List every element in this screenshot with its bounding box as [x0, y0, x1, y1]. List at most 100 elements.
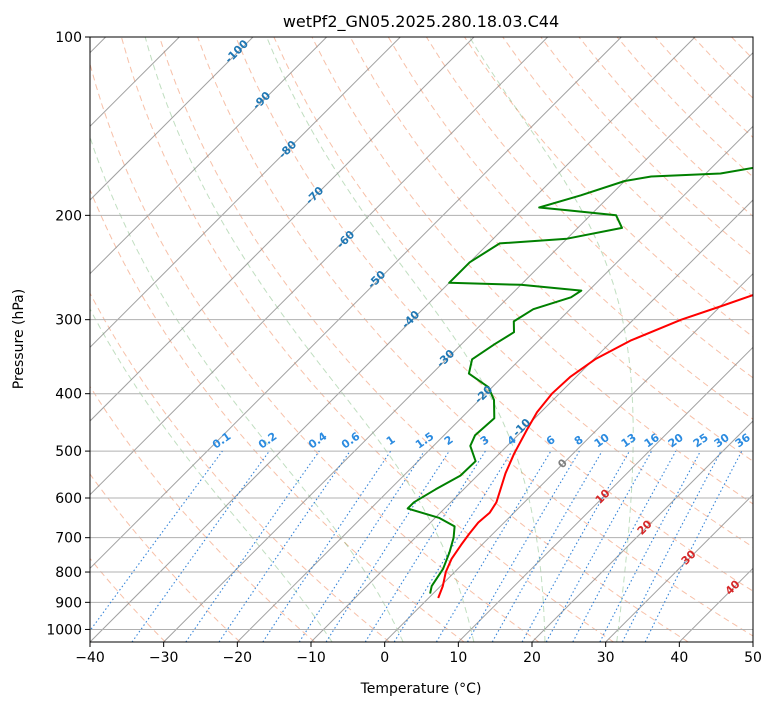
dry-adiabat-line: [90, 292, 390, 642]
y-tick-label: 500: [55, 444, 82, 460]
moist-adiabat-line: [90, 135, 404, 642]
y-tick-label: 800: [55, 565, 82, 581]
x-tick-label: −20: [223, 650, 253, 666]
x-tick-label: 20: [523, 650, 541, 666]
isotherm-label: 30: [679, 547, 699, 567]
dry-adiabat-line: [349, 37, 753, 462]
x-tick-label: 50: [744, 650, 762, 666]
mixing-ratio-line: [185, 450, 320, 642]
x-tick-label: −40: [75, 650, 105, 666]
mixing-ratio-label: 0.2: [256, 430, 279, 452]
dry-adiabat-line: [464, 37, 753, 338]
chart-title: wetPf2_GN05.2025.280.18.03.C44: [283, 12, 559, 32]
isotherm-label: -10: [510, 416, 533, 439]
x-axis-title: Temperature (°C): [360, 681, 482, 697]
dry-adiabat-line: [90, 62, 540, 642]
mixing-ratio-label: 8: [572, 433, 586, 448]
dry-adiabat-line: [273, 37, 753, 548]
isotherm-line: [163, 51, 753, 642]
y-tick-label: 100: [55, 30, 82, 46]
x-tick-label: 30: [597, 650, 615, 666]
dry-adiabat-line: [425, 37, 753, 379]
y-tick-label: 300: [55, 313, 82, 329]
isotherm-label: -20: [472, 383, 495, 406]
y-tick-label: 600: [55, 491, 82, 507]
mixing-ratio-label: 0.1: [210, 430, 233, 452]
isotherm-label: 20: [635, 517, 655, 537]
x-tick-label: 0: [380, 650, 389, 666]
dry-adiabat-line: [578, 37, 753, 218]
dry-adiabat-line: [235, 37, 753, 592]
y-tick-label: 700: [55, 531, 82, 547]
mixing-ratio-line: [325, 450, 450, 642]
mixing-ratio-line: [393, 450, 513, 642]
x-tick-label: 10: [449, 650, 467, 666]
plot-frame: [89, 36, 754, 643]
isotherm-line: [384, 272, 753, 642]
mixing-ratio-line: [521, 450, 630, 642]
moist-adiabat-line: [144, 37, 475, 642]
isotherm-line: [90, 37, 254, 201]
mixing-ratio-line: [545, 450, 653, 642]
y-tick-label: 400: [55, 387, 82, 403]
dry-adiabat-line: [90, 385, 316, 642]
isotherm-line: [310, 199, 753, 642]
reference-lines: [90, 37, 775, 642]
moist-adiabat-line: [469, 37, 634, 642]
dry-adiabat-line: [159, 37, 689, 642]
dry-adiabat-line: [120, 37, 614, 642]
x-tick-label: 40: [670, 650, 688, 666]
isotherm-line: [605, 493, 753, 642]
isotherm-label: -100: [222, 37, 251, 66]
mixing-ratio-line: [621, 450, 722, 642]
isotherm-label: -40: [399, 308, 422, 331]
isotherm-line: [90, 37, 549, 496]
isotherm-line: [90, 37, 328, 275]
x-axis: −40 −30 −20 −10 0 10 20 30 40 50: [75, 642, 762, 666]
mixing-ratio-label: 6: [544, 433, 558, 448]
dry-adiabat-line: [502, 37, 753, 298]
y-axis-title: Pressure (hPa): [11, 289, 27, 389]
profile-lines: [406, 166, 753, 599]
mixing-ratio-label: 1: [384, 433, 398, 448]
mixing-ratio-label: 3: [478, 433, 492, 448]
dry-adiabat-line: [387, 37, 753, 420]
mixing-ratio-label: 16: [642, 431, 662, 451]
isotherm-label: 40: [723, 577, 743, 597]
mixing-ratio-line: [599, 450, 701, 642]
dewpoint-profile-line: [406, 166, 753, 594]
moist-adiabat-line: [90, 308, 333, 642]
plot-area: -100-90-80-70-60-50-40-30-20-100.1 0.2 0.4…: [89, 36, 775, 643]
dry-adiabat-line: [90, 188, 465, 642]
mixing-ratio-line: [364, 450, 486, 642]
isotherm-line: [90, 37, 696, 642]
isotherm-line: [90, 37, 622, 570]
mixing-ratio-line: [90, 450, 223, 632]
mixing-ratio-line: [218, 450, 351, 642]
mixing-ratio-line: [298, 450, 425, 642]
y-tick-label: 1000: [46, 622, 82, 638]
moist-adiabat-line: [266, 37, 546, 642]
dry-adiabat-line: [770, 37, 775, 642]
x-tick-label: −30: [149, 650, 179, 666]
mixing-ratio-label: 13: [619, 431, 639, 450]
dry-adiabat-line: [692, 37, 753, 99]
isotherm-line: [90, 37, 475, 422]
y-tick-label: 200: [55, 208, 82, 224]
dry-adiabat-line: [311, 37, 753, 505]
mixing-ratio-label: 25: [691, 431, 711, 450]
mixing-ratio-line: [131, 450, 270, 642]
isotherm-label: 10: [593, 486, 613, 506]
mixing-ratio-label: 0.6: [339, 429, 363, 451]
mixing-ratio-label: 0.4: [306, 429, 330, 451]
isotherm-line: [531, 420, 753, 642]
dry-adiabat-line: [654, 37, 753, 139]
isotherm-label: -50: [365, 268, 388, 291]
mixing-ratio-line: [572, 450, 677, 642]
mixing-ratio-line: [262, 450, 392, 642]
isotherm-label: -30: [434, 347, 457, 370]
mixing-ratio-label: 20: [666, 431, 686, 451]
mixing-ratio-label: 2: [442, 433, 456, 448]
dry-adiabat-line: [90, 473, 241, 642]
